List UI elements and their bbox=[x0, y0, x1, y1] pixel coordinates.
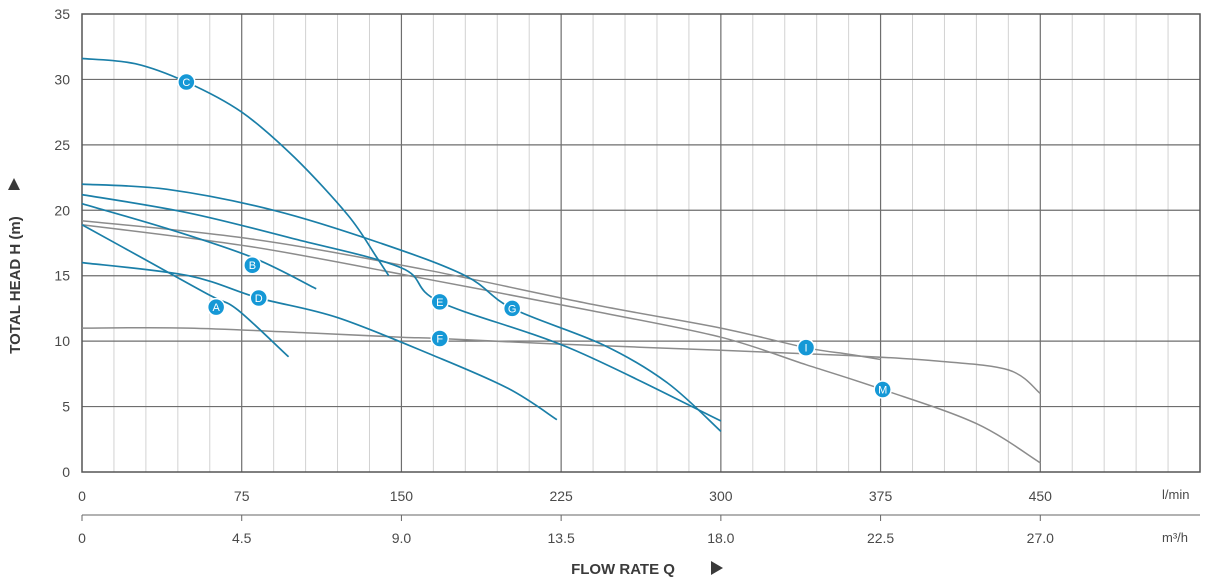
marker-b bbox=[243, 255, 262, 275]
x-tick-label-primary: 300 bbox=[709, 488, 733, 504]
curve-e bbox=[81, 193, 722, 422]
y-tick-label: 5 bbox=[62, 399, 70, 415]
y-tick-label: 15 bbox=[54, 268, 70, 284]
curve-d bbox=[81, 261, 558, 421]
x-tick-label-secondary: 9.0 bbox=[392, 530, 412, 546]
marker-label-i: I bbox=[805, 343, 808, 355]
marker-e bbox=[430, 292, 450, 312]
x-axis-arrow-icon bbox=[711, 561, 723, 575]
y-tick-label: 0 bbox=[62, 464, 70, 480]
marker-label-b: B bbox=[249, 260, 256, 272]
marker-label-a: A bbox=[212, 302, 220, 314]
x-tick-label-primary: 75 bbox=[234, 488, 250, 504]
marker-label-f: F bbox=[436, 334, 443, 346]
marker-label-g: G bbox=[508, 303, 517, 315]
x-unit-secondary: m³/h bbox=[1162, 530, 1188, 545]
y-tick-labels: 0 5 10 15 20 25 30 35 bbox=[54, 6, 70, 480]
x-tick-label-primary: 225 bbox=[549, 488, 573, 504]
curves bbox=[81, 57, 1041, 464]
y-tick-label: 35 bbox=[54, 6, 70, 22]
marker-a bbox=[206, 297, 226, 317]
x-tick-label-secondary: 27.0 bbox=[1027, 530, 1054, 546]
x-tick-label-secondary: 18.0 bbox=[707, 530, 734, 546]
plot-frame bbox=[81, 13, 1201, 473]
marker-d bbox=[249, 288, 269, 308]
x-tick-label-primary: 450 bbox=[1029, 488, 1053, 504]
marker-label-e: E bbox=[436, 297, 443, 309]
marker-label-m: M bbox=[878, 385, 887, 397]
curve-m bbox=[81, 223, 1041, 464]
curve-c bbox=[81, 57, 390, 277]
y-axis-arrow-icon bbox=[8, 178, 20, 190]
x-tick-labels-secondary: 0 4.5 9.0 13.5 18.0 22.5 27.0 bbox=[78, 515, 1054, 546]
curve-g bbox=[81, 183, 722, 433]
curve-markers: A B C D E F G I M bbox=[177, 72, 892, 399]
marker-i bbox=[796, 338, 816, 357]
x-tick-label-primary: 0 bbox=[78, 488, 86, 504]
marker-c bbox=[177, 72, 196, 92]
y-tick-label: 25 bbox=[54, 137, 70, 153]
x-tick-labels-primary: 0 75 150 225 300 375 450 bbox=[78, 488, 1052, 504]
marker-label-d: D bbox=[255, 293, 263, 305]
marker-g bbox=[502, 299, 522, 318]
x-tick-label-secondary: 13.5 bbox=[548, 530, 575, 546]
marker-label-c: C bbox=[182, 77, 190, 89]
curve-a bbox=[81, 223, 290, 358]
x-tick-label-secondary: 22.5 bbox=[867, 530, 894, 546]
y-tick-label: 10 bbox=[54, 333, 70, 349]
major-grid bbox=[82, 14, 1200, 472]
marker-m bbox=[873, 380, 892, 399]
minor-grid bbox=[113, 14, 1169, 472]
x-axis-title: FLOW RATE Q bbox=[571, 561, 675, 578]
x-tick-label-primary: 375 bbox=[869, 488, 893, 504]
x-unit-primary: l/min bbox=[1162, 487, 1189, 502]
y-tick-label: 30 bbox=[54, 71, 70, 87]
x-tick-label-secondary: 4.5 bbox=[232, 530, 252, 546]
x-tick-label-primary: 150 bbox=[390, 488, 414, 504]
curve-b bbox=[81, 202, 317, 290]
x-tick-label-secondary: 0 bbox=[78, 530, 86, 546]
marker-f bbox=[430, 329, 450, 348]
y-tick-label: 20 bbox=[54, 202, 70, 218]
curve-i bbox=[81, 220, 881, 361]
y-axis-title: TOTAL HEAD H (m) bbox=[7, 216, 24, 354]
curve-f bbox=[81, 326, 1041, 395]
